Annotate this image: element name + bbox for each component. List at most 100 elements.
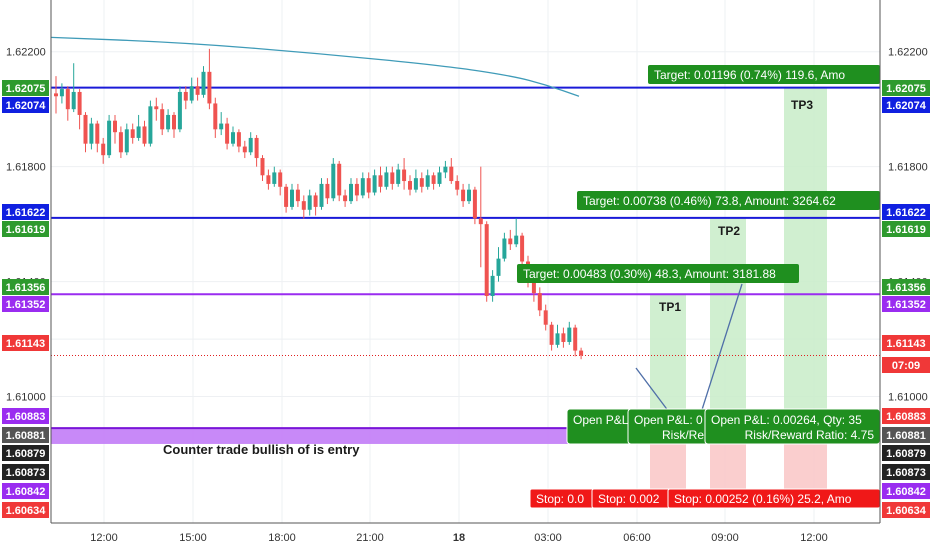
candle-body[interactable] [472, 189, 477, 219]
candle-body[interactable] [443, 166, 448, 173]
candle-body[interactable] [419, 178, 424, 187]
candle-body[interactable] [254, 137, 259, 159]
candle-body[interactable] [201, 71, 206, 95]
candle-body[interactable] [77, 91, 82, 115]
candle-body[interactable] [555, 333, 560, 345]
candle-body[interactable] [95, 123, 100, 144]
candle-body[interactable] [59, 89, 64, 97]
candle-body[interactable] [455, 181, 460, 190]
left-price-label-bg [2, 80, 49, 96]
candle-body[interactable] [325, 183, 330, 199]
candle-body[interactable] [514, 235, 519, 245]
candle-body[interactable] [172, 114, 176, 130]
candle-body[interactable] [295, 189, 300, 202]
candle-body[interactable] [567, 327, 572, 342]
candle-body[interactable] [366, 178, 371, 193]
candle-body[interactable] [537, 293, 542, 311]
stop-label[interactable]: Stop: 0.00252 (0.16%) 25.2, Amo [667, 488, 881, 509]
candle-body[interactable] [207, 71, 212, 104]
candle-body[interactable] [378, 175, 383, 187]
candle-body[interactable] [461, 189, 466, 202]
candle-body[interactable] [260, 158, 265, 176]
candle-body[interactable] [337, 163, 342, 196]
target-label[interactable]: Target: 0.00738 (0.46%) 73.8, Amount: 32… [577, 191, 880, 210]
candle-body[interactable] [579, 350, 584, 356]
candle-body[interactable] [484, 224, 489, 296]
right-price-label-bg [882, 335, 930, 351]
candle-body[interactable] [154, 106, 159, 110]
candle-body[interactable] [520, 235, 525, 262]
candle-body[interactable] [183, 91, 188, 101]
candle-body[interactable] [148, 106, 153, 144]
candle-body[interactable] [313, 195, 318, 207]
candle-body[interactable] [372, 175, 377, 193]
candle-body[interactable] [130, 129, 135, 138]
ma-line[interactable] [50, 36, 580, 97]
candle-body[interactable] [89, 123, 94, 144]
candle-body[interactable] [71, 91, 76, 110]
candle-body[interactable] [231, 132, 235, 144]
candle-body[interactable] [278, 172, 283, 187]
candle-body[interactable] [467, 189, 471, 202]
candle-body[interactable] [107, 120, 112, 156]
candle-body[interactable] [508, 238, 513, 245]
candle-body[interactable] [83, 114, 88, 144]
candle-body[interactable] [354, 183, 359, 196]
candle-body[interactable] [408, 181, 412, 190]
candle-body[interactable] [349, 183, 353, 202]
candle-body[interactable] [478, 218, 483, 225]
candle-body[interactable] [425, 175, 430, 187]
candle-body[interactable] [573, 327, 578, 351]
candle-body[interactable] [272, 172, 277, 184]
target-label[interactable]: Target: 0.00483 (0.30%) 48.3, Amount: 31… [517, 264, 799, 283]
candle-body[interactable] [390, 172, 395, 184]
candle-body[interactable] [343, 195, 348, 202]
candle-body[interactable] [124, 129, 129, 153]
candle-body[interactable] [290, 189, 294, 207]
candle-body[interactable] [113, 120, 117, 133]
candle-body[interactable] [301, 201, 306, 210]
candle-body[interactable] [136, 126, 141, 138]
candle-body[interactable] [142, 126, 147, 144]
candle-body[interactable] [284, 186, 289, 207]
candle-body[interactable] [213, 103, 218, 130]
candle-body[interactable] [54, 93, 58, 97]
candle-body[interactable] [431, 175, 436, 184]
candle-body[interactable] [496, 258, 501, 276]
candle-body[interactable] [413, 178, 418, 190]
candle-body[interactable] [549, 324, 554, 345]
candle-body[interactable] [166, 114, 171, 130]
candle-body[interactable] [118, 132, 123, 153]
candle-body[interactable] [319, 183, 324, 207]
candle-body[interactable] [225, 123, 230, 144]
candle-body[interactable] [502, 238, 507, 259]
candle-body[interactable] [189, 86, 194, 101]
candle-body[interactable] [266, 175, 271, 184]
candle-body[interactable] [160, 109, 165, 130]
candle-body[interactable] [65, 89, 70, 110]
candle-body[interactable] [195, 86, 200, 95]
candle-body[interactable] [177, 91, 182, 130]
stop-label[interactable]: Stop: 0.002 [591, 488, 673, 509]
candle-body[interactable] [360, 178, 365, 196]
candle-body[interactable] [236, 132, 241, 147]
candle-body[interactable] [248, 137, 253, 153]
candle-body[interactable] [396, 169, 401, 184]
candle-body[interactable] [384, 172, 389, 187]
candle-body[interactable] [307, 195, 312, 210]
target-label[interactable]: Target: 0.01196 (0.74%) 119.6, Amo [648, 65, 880, 84]
candle-body[interactable] [490, 275, 495, 296]
candle-body[interactable] [449, 166, 454, 182]
candle-body[interactable] [531, 281, 536, 294]
candle-body[interactable] [437, 172, 442, 184]
candle-body[interactable] [331, 163, 336, 199]
candle-body[interactable] [402, 169, 407, 182]
candle-body[interactable] [219, 123, 224, 130]
candle-body[interactable] [101, 143, 106, 156]
candle-body[interactable] [543, 310, 548, 325]
candle-body[interactable] [561, 333, 566, 342]
right-price-label: 1.60873 [882, 464, 930, 480]
candle-body[interactable] [242, 146, 247, 153]
